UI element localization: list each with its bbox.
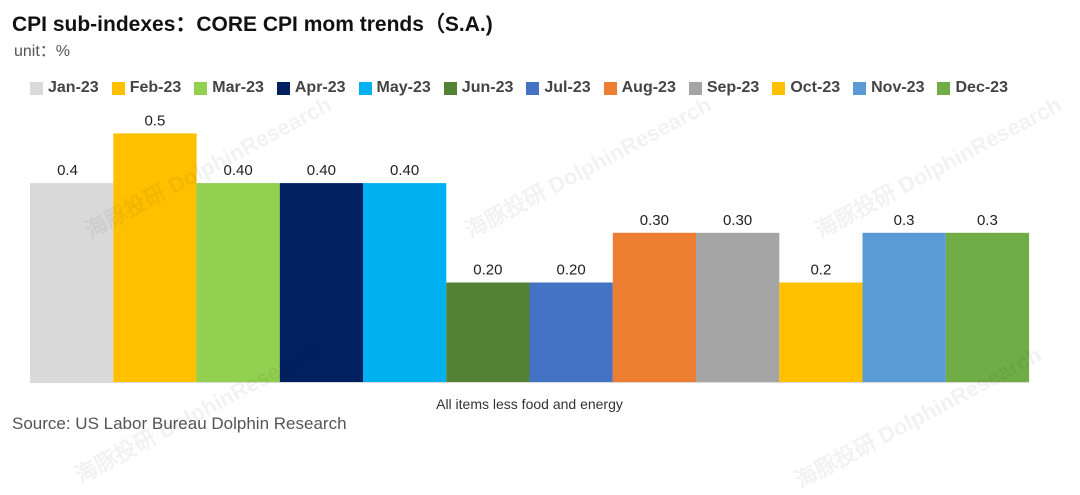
bar-nov-23 [862,232,946,382]
bar-jun-23 [446,282,530,382]
legend-swatch [603,81,617,95]
legend-label: Aug-23 [621,79,676,96]
bars-group [30,133,1030,382]
legend-item-may-23: May-23 [358,79,431,97]
legend-item-sep-23: Sep-23 [688,79,760,97]
legend-label: Oct-23 [790,79,841,96]
legend-item-feb-23: Feb-23 [111,79,182,97]
legend-label: Jul-23 [544,79,591,96]
legend-item-oct-23: Oct-23 [772,79,840,97]
bar-dec-23 [945,232,1030,382]
legend-swatch [443,81,457,95]
value-labels-group: 0.4 0.5 0.40 0.40 0.40 0.20 0.20 0.30 0.30 0.2 0.3… [57,112,998,278]
legend-label: Apr-23 [294,79,346,96]
legend-swatch [358,81,372,95]
legend-swatch [526,81,540,95]
legend: Jan-23 Feb-23 Mar-23 Apr-23 May-23 Jun-23 Jul-… [30,79,1021,97]
bar-jul-23 [529,282,613,382]
legend-swatch [688,81,702,95]
value-label-nov-23: 0.3 [894,212,915,229]
bar-jan-23 [30,183,114,382]
bar-apr-23 [279,183,364,382]
legend-swatch [276,81,290,95]
bar-may-23 [363,183,447,382]
legend-swatch [111,81,125,95]
unit-label: unit：% [14,43,71,60]
legend-swatch [853,81,867,95]
x-axis-label: All items less food and energy [436,396,623,412]
value-label-feb-23: 0.5 [144,112,165,129]
value-label-apr-23: 0.40 [307,162,336,179]
legend-item-mar-23: Mar-23 [194,79,264,97]
value-label-jan-23: 0.4 [57,162,78,179]
chart-title: CPI sub-indexes：CORE CPI mom trends（S.A.… [12,13,493,36]
value-label-jun-23: 0.20 [473,262,502,279]
value-label-jul-23: 0.20 [556,262,585,279]
source-note: Source: US Labor Bureau Dolphin Research [12,414,347,433]
bar-oct-23 [779,282,863,382]
legend-item-jun-23: Jun-23 [443,79,514,97]
value-label-mar-23: 0.40 [223,162,252,179]
legend-swatch [194,81,208,95]
legend-label: Dec-23 [955,79,1008,96]
legend-swatch [30,81,43,95]
legend-label: Sep-23 [706,79,760,96]
legend-label: Jun-23 [461,79,514,96]
legend-label: Mar-23 [212,79,264,96]
legend-label: Nov-23 [871,79,925,96]
legend-label: Feb-23 [129,79,182,96]
value-label-dec-23: 0.3 [977,212,998,229]
bar-aug-23 [612,232,697,382]
value-label-sep-23: 0.30 [723,212,752,229]
value-label-oct-23: 0.2 [810,262,831,279]
legend-item-apr-23: Apr-23 [276,79,346,97]
legend-label: Jan-23 [48,79,99,96]
legend-item-jan-23: Jan-23 [30,79,99,97]
legend-item-jul-23: Jul-23 [526,79,591,97]
value-label-aug-23: 0.30 [640,212,669,229]
legend-item-aug-23: Aug-23 [603,79,676,97]
legend-swatch [772,81,786,95]
legend-item-nov-23: Nov-23 [853,79,924,97]
legend-item-dec-23: Dec-23 [937,79,1008,97]
legend-swatch [937,81,951,95]
bar-sep-23 [696,232,780,382]
bar-chart: 0.4 0.5 0.40 0.40 0.40 0.20 0.20 0.30 0.30 0.2 0.3… [30,112,1030,412]
bar-mar-23 [196,183,280,382]
legend-label: May-23 [376,79,431,96]
bar-feb-23 [113,133,197,382]
value-label-may-23: 0.40 [390,162,419,179]
